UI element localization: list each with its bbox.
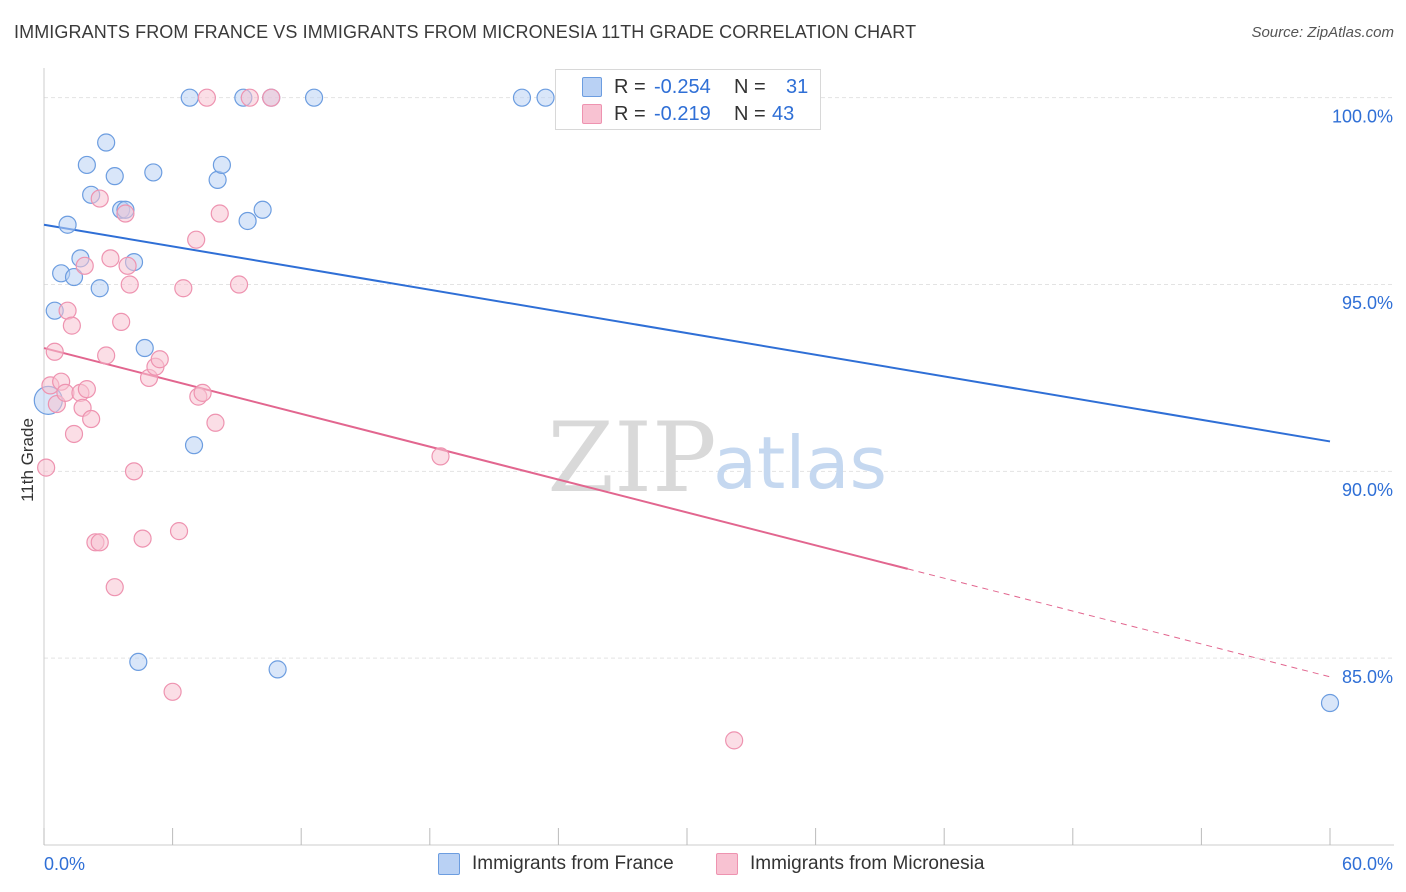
axes (43, 68, 1394, 846)
point-france (1320, 693, 1340, 713)
chart-title: IMMIGRANTS FROM FRANCE VS IMMIGRANTS FRO… (14, 22, 917, 42)
point-micronesia (120, 275, 139, 294)
point-micronesia (174, 279, 193, 298)
point-micronesia (101, 249, 120, 268)
point-micronesia (133, 529, 152, 548)
point-micronesia (58, 301, 77, 320)
legend-row-micronesia: R = -0.219 N = 43 (556, 101, 820, 128)
legend-r-value: -0.219 (654, 103, 711, 125)
y-tick-label: 90.0% (1342, 480, 1393, 500)
x-tick-label: 60.0% (1342, 854, 1393, 874)
point-france (208, 170, 227, 189)
point-france (268, 660, 287, 679)
trend-line-0 (43, 223, 1331, 443)
point-france (77, 155, 96, 175)
point-micronesia (725, 731, 744, 750)
point-micronesia (64, 424, 84, 444)
point-micronesia (240, 88, 259, 107)
point-france (512, 88, 532, 107)
trend-line-dashed-1 (907, 568, 1331, 678)
point-micronesia (124, 462, 144, 481)
point-france (105, 167, 124, 186)
point-micronesia (206, 413, 225, 432)
point-micronesia (193, 383, 212, 402)
point-france (253, 200, 272, 219)
legend-swatch-france (582, 77, 602, 97)
point-france (212, 155, 231, 175)
legend-swatch-micronesia (582, 104, 602, 124)
bottom-legend-label-france: Immigrants from France (472, 853, 674, 874)
point-france (304, 88, 324, 107)
watermark-zip: ZIP (547, 402, 716, 514)
point-micronesia (90, 189, 109, 208)
point-micronesia (62, 316, 81, 335)
point-micronesia (169, 522, 189, 541)
watermark: ZIP atlas (547, 402, 887, 514)
point-france (180, 88, 199, 107)
point-micronesia (90, 533, 109, 552)
source-label: Source: ZipAtlas.com (1251, 24, 1394, 41)
point-france (129, 652, 148, 672)
point-micronesia (118, 256, 137, 275)
point-france (58, 215, 77, 234)
legend-n-label: N = (734, 103, 766, 125)
point-france (135, 338, 154, 358)
x-tick-label: 0.0% (44, 854, 85, 874)
point-micronesia (116, 204, 135, 223)
point-micronesia (187, 230, 206, 249)
trend-lines (43, 223, 1331, 678)
point-france (536, 88, 555, 107)
legend-r-value: -0.254 (654, 76, 711, 98)
legend-n-value: 31 (786, 76, 809, 98)
point-micronesia (75, 256, 94, 275)
data-points (33, 88, 1340, 750)
legend-n-label: N = (734, 76, 766, 98)
bottom-legend-swatch-micronesia (716, 853, 738, 875)
y-tick-label: 95.0% (1342, 293, 1393, 313)
trend-line-1 (43, 347, 909, 570)
point-micronesia (431, 447, 450, 466)
stats-legend: R = -0.254 N = 31 R = -0.219 N = 43 (555, 69, 821, 130)
point-micronesia (150, 350, 169, 369)
legend-r-label: R = (614, 103, 646, 125)
point-micronesia (112, 312, 131, 331)
point-france (64, 267, 84, 287)
point-micronesia (163, 682, 182, 701)
point-france (238, 211, 257, 231)
legend-n-value: 43 (772, 103, 795, 125)
y-axis-label: 11th Grade (18, 418, 37, 502)
point-france (144, 163, 163, 182)
point-micronesia (210, 204, 229, 223)
gridlines (44, 97, 1394, 659)
point-micronesia (45, 342, 64, 361)
point-france (90, 279, 109, 298)
point-micronesia (37, 458, 56, 477)
point-micronesia (229, 275, 249, 294)
bottom-legend-swatch-france (438, 853, 460, 875)
y-tick-label: 85.0% (1342, 667, 1393, 687)
point-france (184, 436, 204, 455)
point-micronesia (97, 346, 116, 365)
point-micronesia (105, 578, 124, 597)
point-micronesia (262, 88, 281, 107)
point-micronesia (82, 409, 101, 429)
tick-labels: 100.0% 95.0% 90.0% 85.0% 0.0% 60.0% (44, 106, 1393, 874)
legend-row-france: R = -0.254 N = 31 (556, 74, 820, 101)
bottom-legend-label-micronesia: Immigrants from Micronesia (750, 853, 985, 874)
point-micronesia (197, 88, 216, 107)
point-france (97, 133, 116, 152)
point-micronesia (77, 380, 96, 399)
y-tick-label: 100.0% (1332, 106, 1393, 126)
watermark-atlas: atlas (713, 421, 887, 505)
legend-r-label: R = (614, 76, 646, 98)
